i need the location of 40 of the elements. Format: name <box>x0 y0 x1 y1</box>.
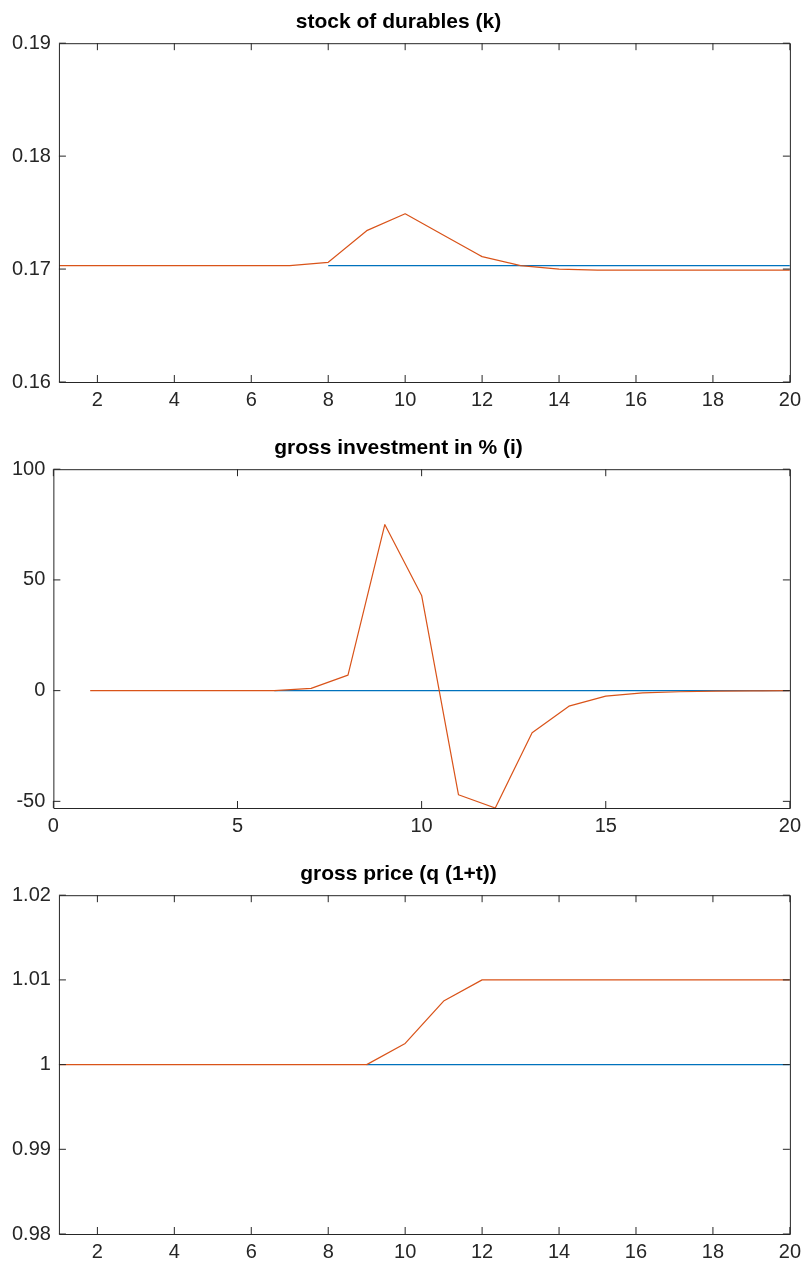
x-tick-label: 18 <box>701 1239 725 1262</box>
x-tick-label: 15 <box>594 813 617 836</box>
y-tick-label: 0.17 <box>11 256 51 279</box>
x-tick-label: 16 <box>624 1239 648 1262</box>
x-tick-label: 20 <box>778 813 801 836</box>
x-tick-label: 5 <box>231 813 244 836</box>
x-tick-label: 10 <box>394 387 417 410</box>
x-tick-label: 6 <box>245 387 257 410</box>
y-tick-label: -50 <box>16 788 46 811</box>
x-tick-label: 14 <box>547 1239 571 1262</box>
y-tick-label: 0.19 <box>11 30 51 53</box>
chart-title: gross investment in % (i) <box>274 435 523 459</box>
y-tick-label: 0.16 <box>11 369 51 392</box>
x-tick-label: 4 <box>168 1239 180 1262</box>
y-tick-label: 0.99 <box>11 1136 51 1159</box>
chart-title: stock of durables (k) <box>295 9 502 33</box>
x-tick-label: 8 <box>322 1239 334 1262</box>
y-tick-label: 50 <box>23 567 46 590</box>
y-tick-label: 100 <box>11 456 46 479</box>
y-tick-label: 0.18 <box>11 143 51 166</box>
x-tick-label: 16 <box>624 387 648 410</box>
x-tick-label: 10 <box>410 813 433 836</box>
x-tick-label: 6 <box>245 1239 257 1262</box>
x-tick-label: 20 <box>778 1239 801 1262</box>
x-tick-label: 12 <box>470 1239 494 1262</box>
x-tick-label: 14 <box>547 387 571 410</box>
x-tick-label: 2 <box>91 387 103 410</box>
y-tick-label: 0.98 <box>11 1221 51 1244</box>
x-tick-label: 4 <box>168 387 180 410</box>
y-tick-label: 1.01 <box>11 967 51 990</box>
x-tick-label: 18 <box>701 387 725 410</box>
y-tick-label: 1.02 <box>11 882 51 905</box>
x-tick-label: 8 <box>322 387 334 410</box>
chart-title: gross price (q (1+t)) <box>300 861 497 885</box>
y-tick-label: 0 <box>34 678 46 701</box>
x-tick-label: 2 <box>91 1239 103 1262</box>
x-tick-label: 10 <box>394 1239 417 1262</box>
x-tick-label: 12 <box>470 387 494 410</box>
x-tick-label: 20 <box>778 387 801 410</box>
y-tick-label: 1 <box>39 1052 51 1075</box>
